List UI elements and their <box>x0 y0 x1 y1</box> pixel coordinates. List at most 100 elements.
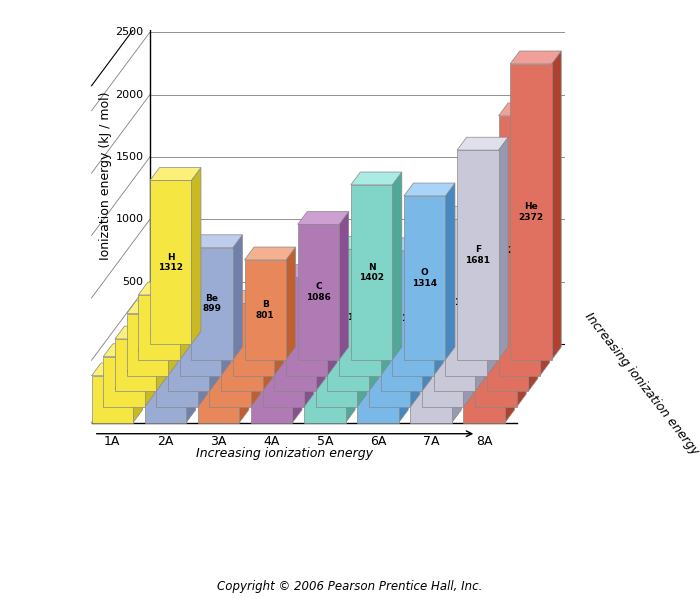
Text: 500: 500 <box>122 277 144 287</box>
Text: Cs
376: Cs 376 <box>103 389 122 409</box>
Polygon shape <box>180 271 231 283</box>
Polygon shape <box>369 298 410 407</box>
Polygon shape <box>392 172 402 360</box>
Polygon shape <box>180 282 189 360</box>
Polygon shape <box>422 281 463 407</box>
Polygon shape <box>328 265 337 376</box>
Text: O
1314: O 1314 <box>412 268 438 288</box>
Text: Increasing ionization energy: Increasing ionization energy <box>582 310 700 457</box>
Text: 0: 0 <box>136 339 144 349</box>
Polygon shape <box>262 319 304 407</box>
Polygon shape <box>221 306 272 319</box>
Text: N
1402: N 1402 <box>359 263 384 282</box>
Polygon shape <box>133 363 143 423</box>
Polygon shape <box>410 294 452 423</box>
Polygon shape <box>517 225 526 407</box>
Text: 2000: 2000 <box>116 90 144 99</box>
Text: Ca
590: Ca 590 <box>179 345 198 364</box>
Text: Sn
709: Sn 709 <box>274 353 293 373</box>
Polygon shape <box>139 295 180 360</box>
Text: Rn
1037: Rn 1037 <box>419 348 444 368</box>
Polygon shape <box>399 308 408 423</box>
Polygon shape <box>127 314 168 376</box>
Text: Li
520: Li 520 <box>150 317 168 337</box>
Polygon shape <box>357 321 399 423</box>
Text: Xe
1170: Xe 1170 <box>472 340 497 359</box>
Text: Be
899: Be 899 <box>202 294 222 313</box>
Polygon shape <box>233 291 284 304</box>
Polygon shape <box>191 168 201 344</box>
Polygon shape <box>434 249 475 391</box>
Polygon shape <box>475 236 484 391</box>
Polygon shape <box>498 137 508 360</box>
Polygon shape <box>381 274 422 391</box>
Text: Po
812: Po 812 <box>369 362 387 382</box>
Polygon shape <box>316 303 357 407</box>
Polygon shape <box>221 271 231 376</box>
Polygon shape <box>168 317 209 391</box>
Polygon shape <box>457 137 508 150</box>
Polygon shape <box>115 339 156 391</box>
Polygon shape <box>381 237 390 376</box>
Polygon shape <box>510 64 552 360</box>
Polygon shape <box>316 283 326 391</box>
Polygon shape <box>198 326 207 407</box>
Polygon shape <box>115 326 166 339</box>
Polygon shape <box>510 51 561 64</box>
Polygon shape <box>328 273 369 391</box>
Polygon shape <box>445 219 486 376</box>
Text: 2A: 2A <box>158 435 174 447</box>
Polygon shape <box>339 211 349 360</box>
Polygon shape <box>475 225 526 238</box>
Polygon shape <box>286 265 337 277</box>
Text: H
1312: H 1312 <box>158 253 183 272</box>
Text: 6A: 6A <box>370 435 386 447</box>
Polygon shape <box>298 225 339 360</box>
Polygon shape <box>239 336 248 423</box>
Polygon shape <box>92 363 143 376</box>
Text: Al
578: Al 578 <box>244 330 263 349</box>
Text: 3A: 3A <box>211 435 227 447</box>
Polygon shape <box>92 376 133 423</box>
Polygon shape <box>404 196 445 360</box>
Text: F
1681: F 1681 <box>466 245 490 265</box>
Polygon shape <box>209 337 251 407</box>
Polygon shape <box>445 183 455 360</box>
Text: S
1000: S 1000 <box>400 304 426 323</box>
Polygon shape <box>298 211 349 225</box>
Text: B
801: B 801 <box>256 300 274 320</box>
Text: Te
869: Te 869 <box>380 343 399 362</box>
Polygon shape <box>339 249 381 376</box>
Polygon shape <box>145 344 154 407</box>
Text: 4A: 4A <box>263 435 280 447</box>
Text: 7A: 7A <box>423 435 440 447</box>
Text: Increasing ionization energy: Increasing ionization energy <box>197 446 374 459</box>
Text: Na
496: Na 496 <box>138 335 157 354</box>
Polygon shape <box>150 180 191 344</box>
Polygon shape <box>346 322 355 423</box>
Text: K
419: K 419 <box>126 355 145 375</box>
Polygon shape <box>304 322 355 335</box>
Text: 5A: 5A <box>316 435 333 447</box>
Polygon shape <box>274 283 326 296</box>
Polygon shape <box>103 344 154 356</box>
Polygon shape <box>410 286 420 407</box>
Polygon shape <box>244 260 286 360</box>
Polygon shape <box>498 116 540 376</box>
Polygon shape <box>457 150 498 360</box>
Polygon shape <box>103 356 145 407</box>
Polygon shape <box>209 305 219 391</box>
Polygon shape <box>434 238 443 376</box>
Polygon shape <box>357 308 408 321</box>
Polygon shape <box>145 360 186 423</box>
Text: Tl
589: Tl 589 <box>209 376 228 395</box>
Text: Ba
503: Ba 503 <box>156 382 175 401</box>
Polygon shape <box>191 235 242 247</box>
Polygon shape <box>156 326 166 391</box>
Polygon shape <box>251 325 260 407</box>
Polygon shape <box>486 201 528 391</box>
Polygon shape <box>168 305 219 317</box>
Polygon shape <box>452 280 461 423</box>
Text: Rb
403: Rb 403 <box>115 372 133 392</box>
Polygon shape <box>251 320 302 333</box>
